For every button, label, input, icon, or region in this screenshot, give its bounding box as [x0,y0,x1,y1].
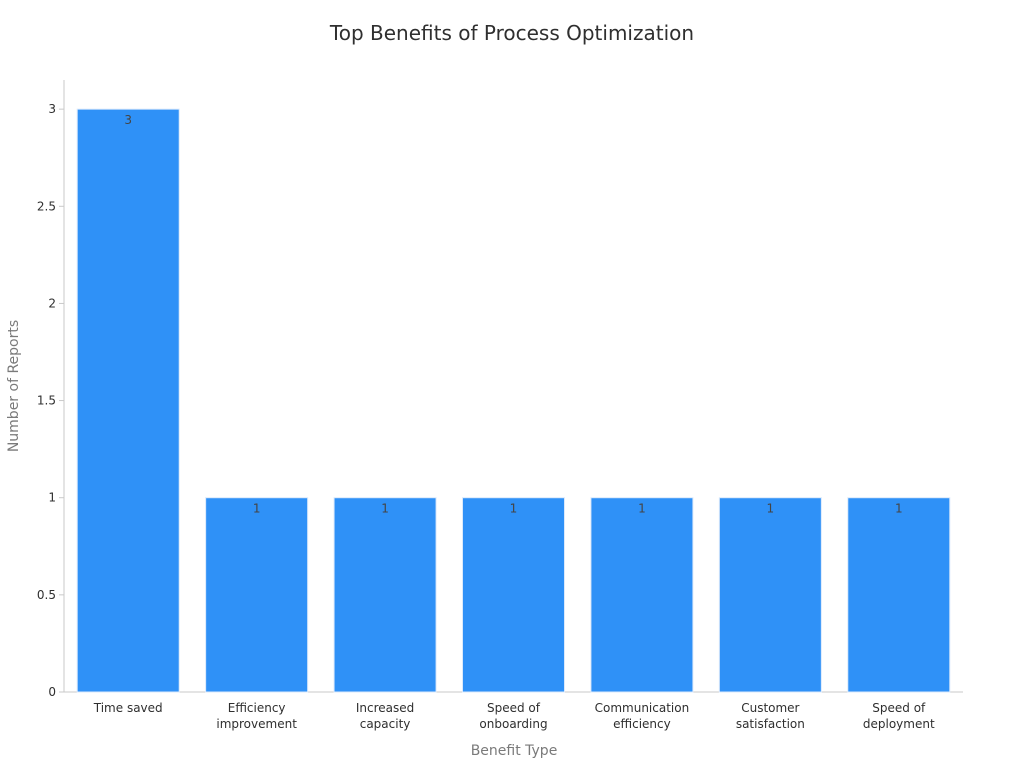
bar-6 [847,497,951,693]
x-tick-label-line: Speed of [487,701,541,715]
x-tick-label-line: efficiency [613,717,671,731]
bar-4 [590,497,694,693]
y-tick-label: 2.5 [37,199,56,213]
y-axis-label: Number of Reports [6,320,22,452]
y-tick-label: 3 [48,102,56,116]
x-tick-label-line: capacity [360,717,411,731]
x-axis-label: Benefit Type [471,743,558,759]
x-tick-label-line: onboarding [479,717,547,731]
bar-0 [76,108,180,693]
bar-3 [462,497,565,693]
x-tick-label-line: Efficiency [228,701,286,715]
bar-2 [333,497,437,693]
y-tick-label: 0 [48,685,56,699]
bar-value-label: 1 [510,502,518,516]
x-tick-label: Speed of onboarding [479,701,547,731]
x-tick-label-line: Time saved [93,701,163,715]
x-tick-label-line: Speed of [872,701,926,715]
y-tick-label: 1 [48,491,56,505]
x-tick-label: Customer satisfaction [736,701,805,731]
bar-1 [205,497,309,693]
y-tick-label: 2 [48,296,56,310]
bar-value-label: 1 [253,502,261,516]
x-tick-label-line: Customer [741,701,799,715]
chart-title: Top Benefits of Process Optimization [329,21,694,45]
x-tick-label-line: Communication [595,701,690,715]
bar-5 [718,497,822,693]
x-tick-label: Communication efficiency [595,701,690,731]
x-tick-label: Time saved [93,701,163,715]
x-tick-label-line: Increased [356,701,414,715]
bar-value-label: 1 [381,502,389,516]
plot-area: 0 0.5 1 1.5 2 2.5 3 3 Time saved 1 Efficiency impro… [37,80,963,731]
x-tick-label-line: deployment [863,717,935,731]
x-tick-label: Speed of deployment [863,701,935,731]
y-tick-label: 0.5 [37,588,56,602]
x-tick-label: Efficiency improvement [216,701,297,731]
x-tick-label: Increased capacity [356,701,414,731]
bar-value-label: 3 [124,113,132,127]
bar-value-label: 1 [895,502,903,516]
x-tick-label-line: satisfaction [736,717,805,731]
bar-value-label: 1 [638,502,646,516]
x-tick-label-line: improvement [216,717,297,731]
bar-value-label: 1 [767,502,775,516]
y-tick-label: 1.5 [37,394,56,408]
